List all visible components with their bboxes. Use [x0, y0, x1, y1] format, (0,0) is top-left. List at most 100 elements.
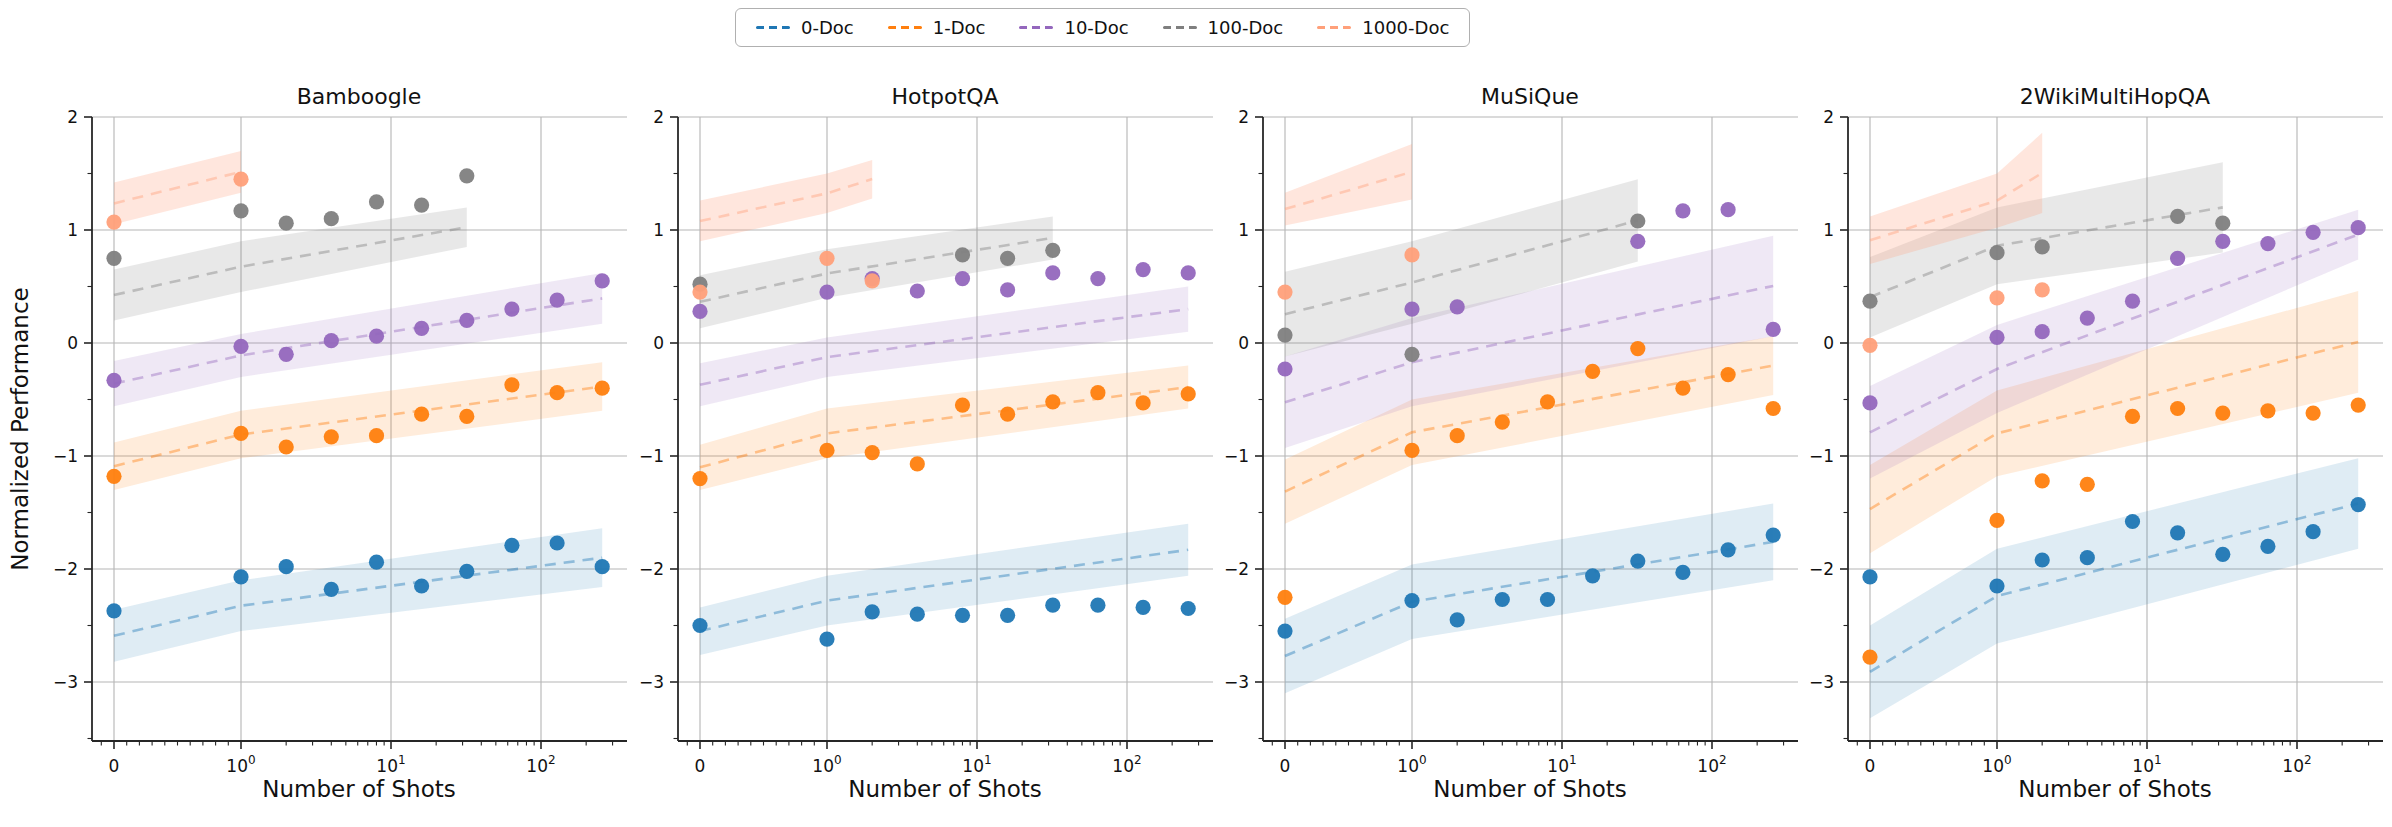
- data-point: [233, 569, 248, 584]
- legend-label: 1000-Doc: [1362, 17, 1449, 38]
- data-point: [955, 398, 970, 413]
- dashed-line-swatch-icon: [1317, 26, 1351, 30]
- data-point: [865, 604, 880, 619]
- data-point: [955, 608, 970, 623]
- data-point: [910, 456, 925, 471]
- data-point: [692, 471, 707, 486]
- band-0-Doc: [700, 524, 1188, 655]
- data-point: [106, 603, 121, 618]
- legend-item-1doc: 1-Doc: [888, 17, 986, 38]
- data-point: [233, 339, 248, 354]
- band-1000-Doc: [1285, 144, 1412, 225]
- subplot-2wikimultihopqa: 210−1−2−30100101102: [1809, 107, 2383, 776]
- data-point: [1540, 394, 1555, 409]
- data-point: [2215, 547, 2230, 562]
- svg-text:100: 100: [1397, 753, 1426, 776]
- data-point: [1136, 262, 1151, 277]
- data-point: [1862, 650, 1877, 665]
- data-point: [1136, 395, 1151, 410]
- data-point: [819, 443, 834, 458]
- data-point: [324, 333, 339, 348]
- dashed-line-swatch-icon: [756, 26, 790, 30]
- data-point: [2351, 497, 2366, 512]
- svg-text:100: 100: [1982, 753, 2011, 776]
- data-point: [279, 559, 294, 574]
- data-point: [414, 321, 429, 336]
- x-axis-label: Number of Shots: [1433, 776, 1626, 802]
- svg-text:2: 2: [1823, 107, 1834, 127]
- data-point: [279, 439, 294, 454]
- svg-text:2: 2: [67, 107, 78, 127]
- svg-text:0: 0: [1238, 333, 1249, 353]
- figure: 210−1−2−30100101102210−1−2−3010010110221…: [0, 0, 2392, 827]
- svg-text:0: 0: [695, 756, 706, 776]
- data-point: [2215, 234, 2230, 249]
- data-point: [1675, 381, 1690, 396]
- data-point: [1766, 322, 1781, 337]
- data-point: [459, 313, 474, 328]
- data-point: [1045, 243, 1060, 258]
- data-point: [1450, 428, 1465, 443]
- band-0-Doc: [1285, 504, 1773, 694]
- data-point: [2080, 477, 2095, 492]
- svg-text:0: 0: [653, 333, 664, 353]
- data-point: [414, 578, 429, 593]
- legend-item-0doc: 0-Doc: [756, 17, 854, 38]
- svg-text:−1: −1: [1224, 446, 1249, 466]
- svg-text:−3: −3: [639, 672, 664, 692]
- data-point: [2080, 550, 2095, 565]
- x-axis-label: Number of Shots: [262, 776, 455, 802]
- data-point: [2035, 324, 2050, 339]
- data-point: [910, 607, 925, 622]
- subplot-title-bamboogle: Bamboogle: [297, 84, 422, 109]
- data-point: [1090, 598, 1105, 613]
- data-point: [1450, 299, 1465, 314]
- data-point: [233, 172, 248, 187]
- data-point: [414, 407, 429, 422]
- data-point: [2035, 282, 2050, 297]
- data-point: [279, 347, 294, 362]
- svg-text:2: 2: [1238, 107, 1249, 127]
- data-point: [1000, 608, 1015, 623]
- data-point: [1989, 245, 2004, 260]
- data-point: [595, 559, 610, 574]
- svg-text:0: 0: [1865, 756, 1876, 776]
- data-point: [2035, 552, 2050, 567]
- data-point: [2260, 403, 2275, 418]
- data-point: [1045, 598, 1060, 613]
- svg-text:−3: −3: [53, 672, 78, 692]
- legend-item-100doc: 100-Doc: [1163, 17, 1284, 38]
- svg-text:101: 101: [376, 753, 405, 776]
- x-axis-label: Number of Shots: [848, 776, 1041, 802]
- dashed-line-swatch-icon: [1019, 26, 1053, 30]
- data-point: [2215, 406, 2230, 421]
- subplot-title-hotpotqa: HotpotQA: [891, 84, 998, 109]
- data-point: [1404, 347, 1419, 362]
- data-point: [1989, 290, 2004, 305]
- data-point: [2170, 525, 2185, 540]
- svg-text:−2: −2: [1224, 559, 1249, 579]
- legend-label: 100-Doc: [1208, 17, 1284, 38]
- subplot-bamboogle: 210−1−2−30100101102: [53, 107, 627, 776]
- svg-text:0: 0: [1823, 333, 1834, 353]
- data-point: [233, 426, 248, 441]
- data-point: [2125, 409, 2140, 424]
- data-point: [1766, 528, 1781, 543]
- plots-canvas: 210−1−2−30100101102210−1−2−3010010110221…: [0, 0, 2392, 827]
- y-axis-label: Normalized Performance: [7, 287, 33, 571]
- data-point: [2035, 239, 2050, 254]
- data-point: [550, 293, 565, 308]
- data-point: [1277, 328, 1292, 343]
- data-point: [106, 215, 121, 230]
- data-point: [369, 555, 384, 570]
- data-point: [2351, 220, 2366, 235]
- svg-text:2: 2: [653, 107, 664, 127]
- data-point: [550, 535, 565, 550]
- legend-label: 0-Doc: [801, 17, 854, 38]
- data-point: [1989, 513, 2004, 528]
- band-0-Doc: [114, 528, 602, 661]
- data-point: [106, 469, 121, 484]
- data-point: [1862, 294, 1877, 309]
- data-point: [550, 385, 565, 400]
- data-point: [819, 632, 834, 647]
